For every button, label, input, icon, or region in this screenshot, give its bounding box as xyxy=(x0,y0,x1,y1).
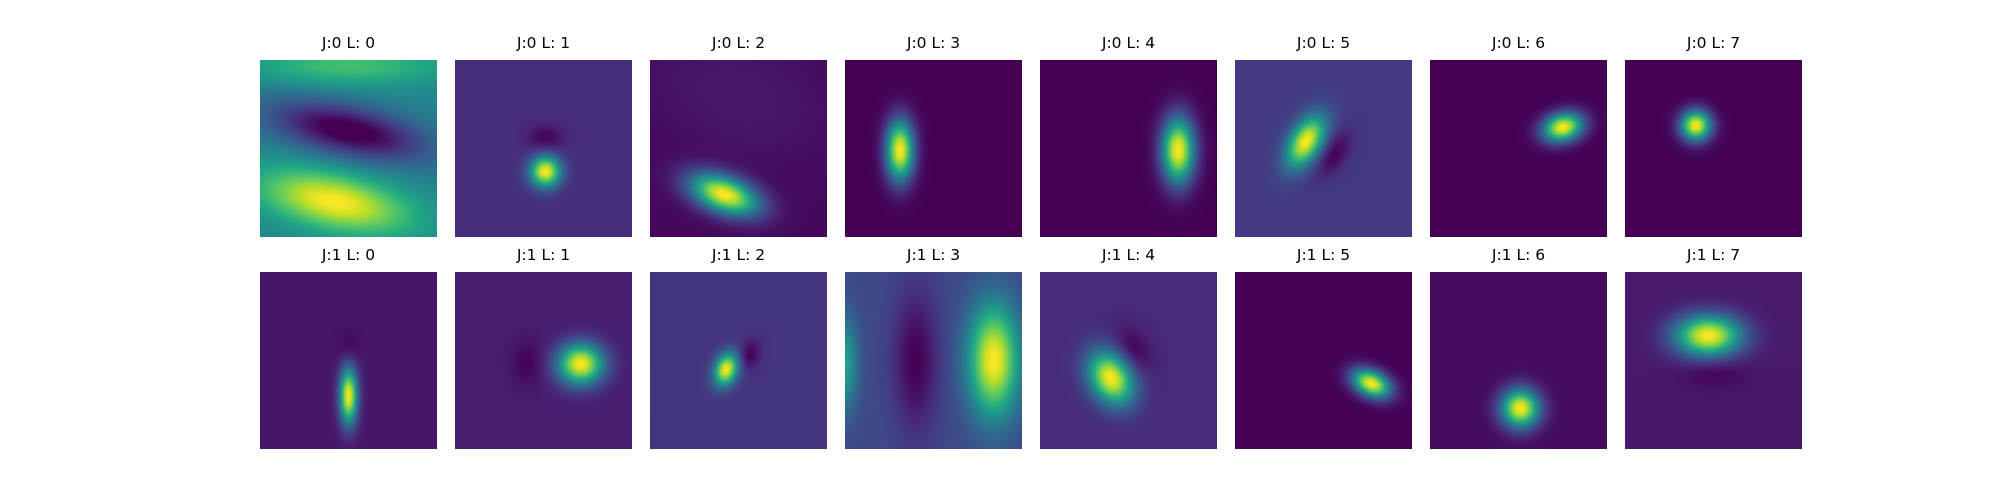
heatmap-image xyxy=(1625,60,1802,237)
heatmap-panel: J:0 L: 6 xyxy=(1430,34,1607,237)
heatmap-panel: J:0 L: 3 xyxy=(845,34,1022,237)
heatmap-panel: J:0 L: 4 xyxy=(1040,34,1217,237)
panel-title: J:1 L: 5 xyxy=(1296,246,1350,264)
heatmap-panel: J:1 L: 3 xyxy=(845,246,1022,449)
heatmap-panel: J:1 L: 1 xyxy=(455,246,632,449)
heatmap-image xyxy=(455,60,632,237)
panel-title: J:1 L: 0 xyxy=(321,246,375,264)
heatmap-panel: J:0 L: 7 xyxy=(1625,34,1802,237)
heatmap-panel: J:0 L: 5 xyxy=(1235,34,1412,237)
heatmap-image xyxy=(845,60,1022,237)
heatmap-image xyxy=(1040,272,1217,449)
panel-title: J:1 L: 4 xyxy=(1101,246,1155,264)
heatmap-panel: J:0 L: 1 xyxy=(455,34,632,237)
heatmap-image xyxy=(1430,60,1607,237)
heatmap-panel: J:1 L: 0 xyxy=(260,246,437,449)
panel-title: J:1 L: 2 xyxy=(711,246,765,264)
panel-title: J:1 L: 6 xyxy=(1491,246,1545,264)
heatmap-panel: J:1 L: 5 xyxy=(1235,246,1412,449)
heatmap-panel: J:1 L: 6 xyxy=(1430,246,1607,449)
panel-title: J:0 L: 1 xyxy=(516,34,570,52)
heatmap-image xyxy=(1235,272,1412,449)
heatmap-image xyxy=(260,60,437,237)
heatmap-panel: J:1 L: 4 xyxy=(1040,246,1217,449)
panel-title: J:0 L: 6 xyxy=(1491,34,1545,52)
heatmap-image xyxy=(260,272,437,449)
heatmap-image xyxy=(1430,272,1607,449)
panel-title: J:0 L: 4 xyxy=(1101,34,1155,52)
panel-title: J:0 L: 5 xyxy=(1296,34,1350,52)
heatmap-image xyxy=(1040,60,1217,237)
panel-title: J:1 L: 1 xyxy=(516,246,570,264)
panel-title: J:0 L: 2 xyxy=(711,34,765,52)
panel-title: J:0 L: 7 xyxy=(1686,34,1740,52)
heatmap-image xyxy=(650,272,827,449)
heatmap-panel: J:1 L: 2 xyxy=(650,246,827,449)
panel-title: J:0 L: 0 xyxy=(321,34,375,52)
heatmap-image xyxy=(650,60,827,237)
heatmap-image xyxy=(1235,60,1412,237)
heatmap-image xyxy=(455,272,632,449)
heatmap-image xyxy=(845,272,1022,449)
panel-title: J:1 L: 3 xyxy=(906,246,960,264)
panel-title: J:0 L: 3 xyxy=(906,34,960,52)
panel-title: J:1 L: 7 xyxy=(1686,246,1740,264)
heatmap-panel: J:0 L: 2 xyxy=(650,34,827,237)
heatmap-panel: J:0 L: 0 xyxy=(260,34,437,237)
heatmap-image xyxy=(1625,272,1802,449)
heatmap-panel: J:1 L: 7 xyxy=(1625,246,1802,449)
